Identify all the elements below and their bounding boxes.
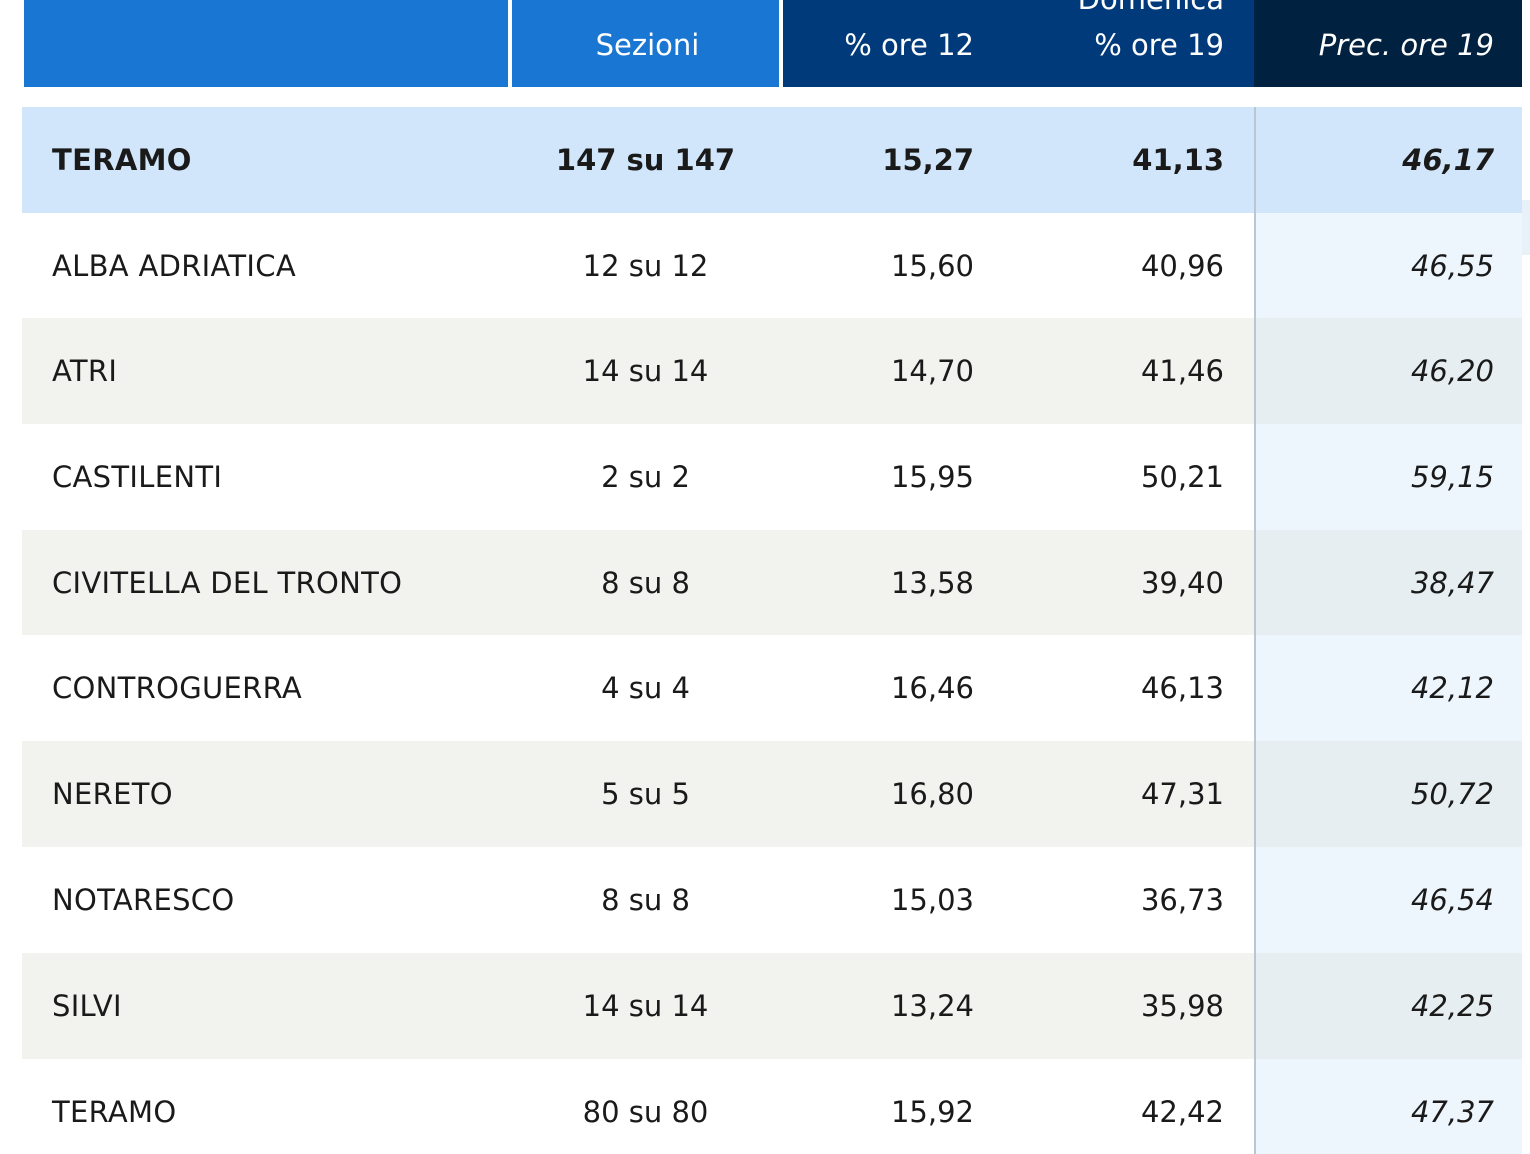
cell-ore12: 15,92 xyxy=(890,1095,974,1129)
header-name-column xyxy=(24,0,508,87)
header-prec-column[interactable]: Prec. ore 19 xyxy=(1254,0,1522,87)
header-sezioni-label: Sezioni xyxy=(595,28,700,62)
cell-ore12: 16,46 xyxy=(890,671,974,705)
cell-ore19: 42,42 xyxy=(1140,1095,1224,1129)
cell-ore12: 16,80 xyxy=(890,777,974,811)
table-body: TERAMO 147 su 147 15,27 41,13 46,17 ALBA… xyxy=(22,107,1522,1154)
cell-prec: 59,15 xyxy=(1254,424,1522,530)
cell-prec: 47,37 xyxy=(1254,1059,1522,1154)
cell-name: CONTROGUERRA xyxy=(52,671,303,705)
cell-ore19: 46,13 xyxy=(1140,671,1224,705)
cell-sezioni: 147 su 147 xyxy=(555,143,736,177)
cell-name: CASTILENTI xyxy=(52,460,223,494)
cell-ore19: 35,98 xyxy=(1140,989,1224,1023)
cell-prec: 46,20 xyxy=(1254,318,1522,424)
table-row[interactable]: TERAMO 80 su 80 15,92 42,42 47,37 xyxy=(22,1059,1522,1154)
table-row[interactable]: NOTARESCO 8 su 8 15,03 36,73 46,54 xyxy=(22,847,1522,953)
cell-ore19: 41,13 xyxy=(1132,143,1224,177)
cell-ore19: 36,73 xyxy=(1140,883,1224,917)
cell-prec: 42,25 xyxy=(1254,953,1522,1059)
cell-sezioni: 14 su 14 xyxy=(582,989,709,1023)
cell-name: CIVITELLA DEL TRONTO xyxy=(52,566,403,600)
table-header: Sezioni Domenica % ore 12 % ore 19 Prec.… xyxy=(24,0,1522,87)
cell-ore12: 15,95 xyxy=(890,460,974,494)
table-row[interactable]: CASTILENTI 2 su 2 15,95 50,21 59,15 xyxy=(22,424,1522,530)
cell-name: SILVI xyxy=(52,989,122,1023)
table-row[interactable]: ATRI 14 su 14 14,70 41,46 46,20 xyxy=(22,318,1522,424)
table-row[interactable]: ALBA ADRIATICA 12 su 12 15,60 40,96 46,5… xyxy=(22,213,1522,319)
cell-ore19: 41,46 xyxy=(1140,354,1224,388)
cell-name: TERAMO xyxy=(52,1095,177,1129)
scroll-edge xyxy=(1522,200,1530,255)
header-domenica-group: Domenica % ore 12 % ore 19 xyxy=(783,0,1254,87)
header-ore12-label[interactable]: % ore 12 xyxy=(844,28,974,62)
cell-ore12: 15,03 xyxy=(890,883,974,917)
cell-ore12: 15,27 xyxy=(882,143,974,177)
cell-prec: 38,47 xyxy=(1254,530,1522,636)
cell-sezioni: 5 su 5 xyxy=(601,777,690,811)
cell-sezioni: 80 su 80 xyxy=(582,1095,709,1129)
cell-sezioni: 12 su 12 xyxy=(582,249,709,283)
cell-ore19: 40,96 xyxy=(1140,249,1224,283)
cell-prec: 46,55 xyxy=(1254,213,1522,319)
cell-sezioni: 4 su 4 xyxy=(601,671,690,705)
cell-name: ALBA ADRIATICA xyxy=(52,249,296,283)
table-row[interactable]: NERETO 5 su 5 16,80 47,31 50,72 xyxy=(22,741,1522,847)
cell-name: TERAMO xyxy=(52,143,192,177)
header-sezioni-column[interactable]: Sezioni xyxy=(510,0,781,87)
cell-ore12: 13,58 xyxy=(890,566,974,600)
cell-ore19: 47,31 xyxy=(1140,777,1224,811)
cell-sezioni: 2 su 2 xyxy=(601,460,690,494)
cell-prec: 50,72 xyxy=(1254,741,1522,847)
header-prec-label: Prec. ore 19 xyxy=(1318,28,1494,62)
table-row[interactable]: SILVI 14 su 14 13,24 35,98 42,25 xyxy=(22,953,1522,1059)
header-ore19-label[interactable]: % ore 19 xyxy=(1094,28,1224,62)
cell-sezioni: 8 su 8 xyxy=(601,566,690,600)
cell-sezioni: 8 su 8 xyxy=(601,883,690,917)
cell-ore12: 15,60 xyxy=(890,249,974,283)
table-row-total: TERAMO 147 su 147 15,27 41,13 46,17 xyxy=(22,107,1522,213)
cell-name: NOTARESCO xyxy=(52,883,235,917)
table-row[interactable]: CIVITELLA DEL TRONTO 8 su 8 13,58 39,40 … xyxy=(22,530,1522,636)
cell-prec: 42,12 xyxy=(1254,635,1522,741)
cell-ore12: 13,24 xyxy=(890,989,974,1023)
cell-prec: 46,54 xyxy=(1254,847,1522,953)
cell-ore12: 14,70 xyxy=(890,354,974,388)
cell-sezioni: 14 su 14 xyxy=(582,354,709,388)
header-domenica-label: Domenica xyxy=(1078,0,1224,16)
cell-name: ATRI xyxy=(52,354,118,388)
cell-ore19: 50,21 xyxy=(1140,460,1224,494)
cell-name: NERETO xyxy=(52,777,173,811)
cell-prec: 46,17 xyxy=(1254,107,1522,213)
cell-ore19: 39,40 xyxy=(1140,566,1224,600)
table-row[interactable]: CONTROGUERRA 4 su 4 16,46 46,13 42,12 xyxy=(22,635,1522,741)
